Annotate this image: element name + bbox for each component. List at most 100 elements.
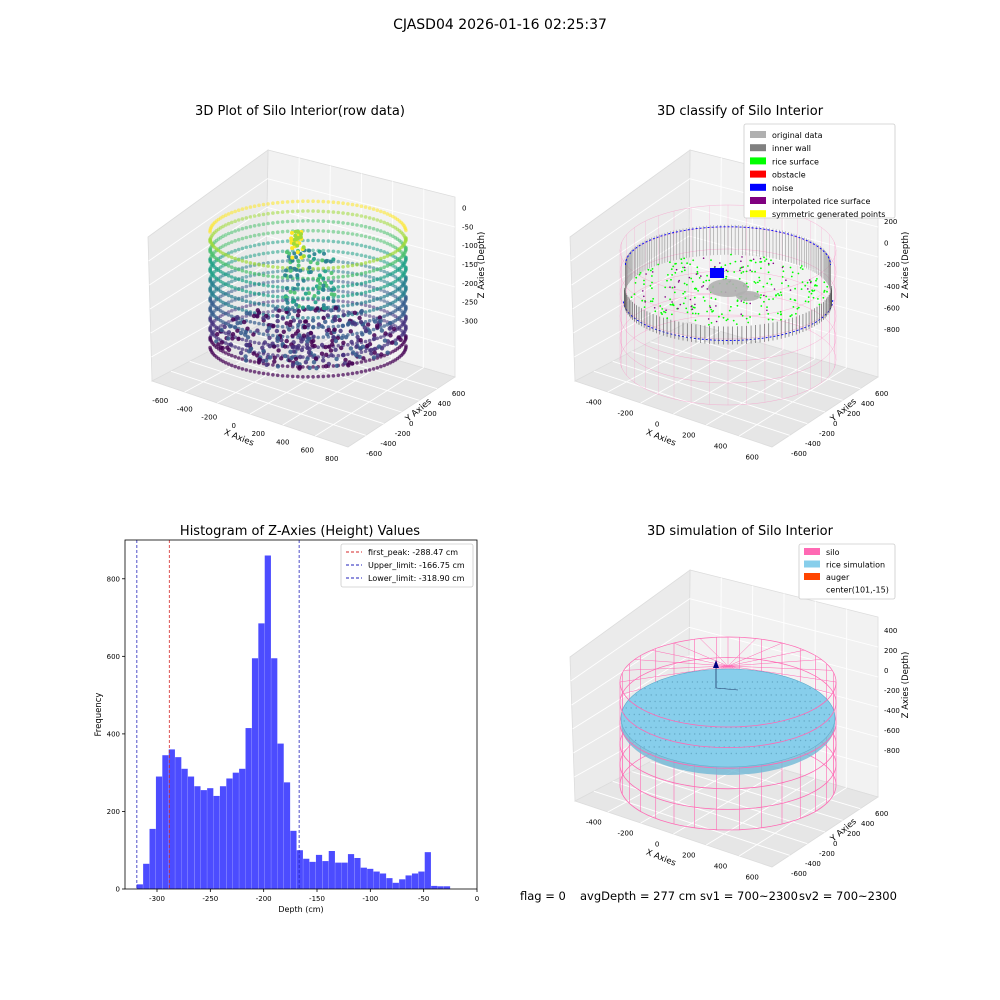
wall-point <box>230 210 234 215</box>
rice-mesh-dot <box>654 700 656 703</box>
wall-point <box>226 320 231 324</box>
rice-mesh-dot <box>740 694 742 696</box>
rice-mesh-dot <box>709 739 712 742</box>
y-tick-label: 0 <box>409 420 413 428</box>
wall-point <box>285 219 290 224</box>
wall-point <box>275 220 280 225</box>
wall-point <box>367 260 372 264</box>
wall-point <box>371 207 376 211</box>
rice-mesh-dot <box>675 726 677 729</box>
rice-mesh-dot <box>764 687 766 690</box>
wall-point <box>346 372 350 376</box>
rice-mesh-dot <box>655 707 657 709</box>
rice-mesh-dot <box>700 752 702 755</box>
x-tick-label: -400 <box>177 405 193 413</box>
wall-point <box>224 213 228 217</box>
wall-point <box>244 245 249 250</box>
wall-point <box>341 270 345 274</box>
wall-point <box>336 200 341 205</box>
rice-mesh-dot <box>785 752 787 755</box>
wall-point <box>382 250 387 254</box>
wall-point <box>350 202 355 207</box>
wall-point <box>252 301 257 305</box>
wall-point <box>252 214 257 218</box>
rice-mesh-dot <box>799 687 801 690</box>
wall-point <box>385 241 390 246</box>
wall-point <box>221 303 225 307</box>
z-axis-label: Z Axies (Depth) <box>477 232 487 299</box>
y-tick-label: 400 <box>861 820 874 828</box>
wall-point <box>257 292 261 296</box>
wall-point <box>244 304 249 309</box>
rice-mesh-dot <box>780 726 782 729</box>
wall-point <box>236 218 241 222</box>
wall-point <box>341 211 345 215</box>
y-tick-label: -200 <box>819 850 835 858</box>
wall-point <box>382 230 387 235</box>
rice-mesh-dot <box>805 726 807 729</box>
wall-point <box>388 223 393 227</box>
wall-point <box>285 209 290 214</box>
wall-point <box>326 229 331 234</box>
rice-mesh-dot <box>675 707 677 709</box>
rice-mesh-dot <box>804 700 806 703</box>
wall-point <box>244 299 249 304</box>
wall-point <box>301 375 305 379</box>
rice-mesh-dot <box>630 726 632 729</box>
rice-mesh-dot <box>724 739 727 742</box>
wall-point <box>350 293 355 297</box>
wall-point <box>236 208 241 212</box>
wall-point <box>346 241 350 245</box>
wall-point <box>280 298 285 303</box>
rice-mesh-dot <box>694 687 696 690</box>
wall-point <box>385 273 390 278</box>
rice-mesh-dot <box>768 746 770 748</box>
rice-mesh-dot <box>790 694 792 696</box>
wall-point <box>224 242 228 247</box>
wall-point <box>224 233 228 237</box>
rice-mesh-dot <box>689 687 691 690</box>
rice-mesh-dot <box>730 752 732 755</box>
wall-point <box>271 333 275 338</box>
rice-mesh-dot <box>803 720 805 722</box>
wall-point <box>385 212 390 216</box>
wall-point <box>221 263 225 268</box>
wall-point <box>331 266 336 270</box>
wall-point <box>375 247 380 252</box>
rice-mesh-dot <box>818 713 820 716</box>
rice-mesh-dot <box>669 733 671 735</box>
wall-point <box>280 259 285 264</box>
rice-mesh-dot <box>653 720 655 722</box>
y-tick-label: -400 <box>805 860 821 868</box>
rice-mesh-dot <box>760 707 762 709</box>
rice-mesh-dot <box>700 694 702 696</box>
wall-point <box>359 360 364 364</box>
z-tick-label: -400 <box>884 707 900 715</box>
wall-point <box>316 325 321 330</box>
rice-mesh-dot <box>694 733 696 735</box>
wall-point <box>280 364 285 368</box>
rice-mesh-dot <box>658 713 660 716</box>
rice-mesh-dot <box>805 694 807 696</box>
rice-mesh-dot <box>704 700 706 703</box>
rice-mesh-dot <box>659 739 662 742</box>
wall-point <box>375 277 380 282</box>
rice-mesh-dot <box>648 713 650 716</box>
y-tick-label: -400 <box>380 440 396 448</box>
rice-mesh-dot <box>733 720 735 722</box>
wall-point <box>306 258 310 262</box>
wall-point <box>371 288 376 293</box>
rice-mesh-dot <box>795 726 797 729</box>
wall-point <box>326 239 331 243</box>
wall-point <box>233 229 237 233</box>
rice-mesh-dot <box>630 707 632 709</box>
rice-mesh-dot <box>654 733 656 735</box>
rice-mesh-dot <box>750 752 752 755</box>
wall-point <box>316 315 321 320</box>
rice-mesh-dot <box>664 700 666 703</box>
wall-point <box>248 359 253 363</box>
rice-mesh-dot <box>778 713 780 716</box>
wall-point <box>271 260 275 265</box>
wall-point <box>375 258 380 262</box>
rice-mesh-dot <box>684 733 686 735</box>
